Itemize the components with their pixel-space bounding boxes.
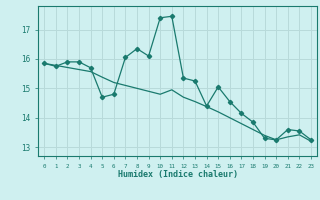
X-axis label: Humidex (Indice chaleur): Humidex (Indice chaleur) — [118, 170, 238, 179]
